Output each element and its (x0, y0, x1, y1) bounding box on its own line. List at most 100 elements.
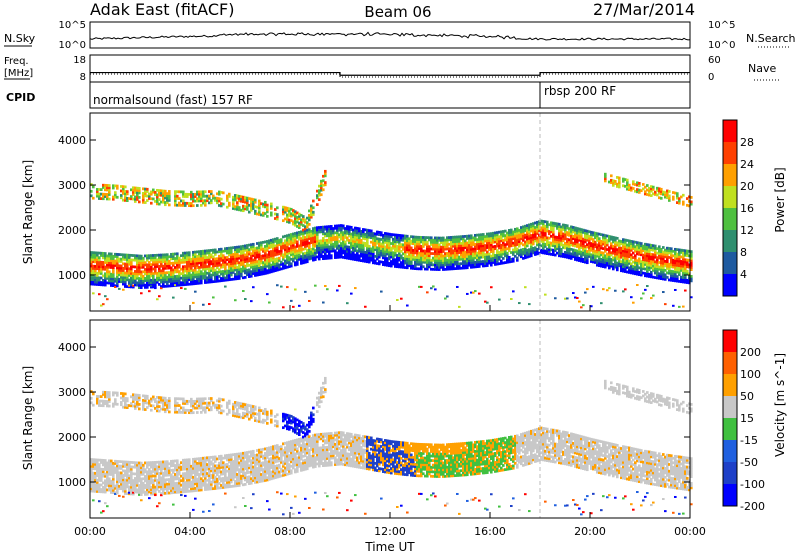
power-cell (296, 218, 299, 222)
power-cell (312, 251, 315, 255)
velocity-cell (94, 478, 97, 482)
power-cell (424, 240, 427, 244)
velocity-cell (134, 479, 137, 483)
power-cell (504, 238, 507, 242)
velocity-cell (124, 460, 127, 464)
power-cell (682, 280, 685, 284)
velocity-cell (102, 468, 105, 471)
power-cell (94, 264, 97, 268)
power-cell (134, 254, 137, 258)
power-cell (242, 290, 245, 293)
power-cell (344, 227, 347, 230)
power-cell (248, 243, 251, 247)
power-cell (436, 256, 439, 260)
power-cell (512, 290, 515, 293)
power-cell (136, 265, 139, 269)
power-cell (316, 246, 319, 250)
power-cell (190, 193, 193, 196)
power-cell (612, 265, 615, 269)
power-cell (116, 257, 119, 261)
power-cell (258, 268, 261, 272)
power-cell (192, 273, 195, 277)
power-cell (252, 200, 255, 204)
power-cell (374, 239, 377, 243)
power-cell (666, 191, 669, 195)
freq-label-line1: Freq. (4, 56, 29, 67)
power-cell (126, 190, 129, 193)
power-cell (212, 255, 215, 259)
power-cell (538, 229, 541, 233)
power-cell (556, 236, 559, 239)
power-cell (528, 237, 531, 240)
power-cell (236, 268, 239, 272)
power-cell (548, 252, 551, 256)
power-cell (524, 224, 527, 228)
power-cell (606, 259, 609, 263)
power-cell (658, 267, 661, 271)
power-cell (184, 278, 187, 282)
power-cell (208, 267, 211, 270)
power-cell (404, 241, 407, 245)
power-cell (324, 252, 327, 256)
power-cell (380, 249, 383, 253)
power-cell (584, 256, 587, 260)
power-cell (106, 195, 109, 199)
velocity-cell (90, 473, 93, 477)
power-cell (230, 255, 233, 259)
power-cell (244, 246, 247, 250)
power-cell (468, 239, 471, 242)
velocity-cell (124, 406, 127, 409)
power-cell (434, 261, 437, 265)
power-cell (236, 252, 239, 256)
power-cell (346, 249, 349, 253)
power-cell (288, 214, 291, 217)
power-cell (470, 241, 473, 244)
power-cell (184, 287, 187, 290)
power-cell (628, 271, 631, 274)
power-cell (634, 254, 637, 258)
power-cell (198, 195, 201, 198)
power-cell (446, 265, 449, 269)
power-cell (386, 243, 389, 247)
power-cell (500, 239, 503, 243)
power-cell (514, 245, 517, 249)
power-cell (670, 269, 673, 273)
power-cell (418, 258, 421, 262)
power-cell (618, 250, 621, 254)
power-cell (312, 210, 315, 214)
power-cell (226, 251, 229, 255)
power-cell (616, 257, 619, 260)
power-cell (106, 259, 109, 262)
velocity-cell (134, 463, 137, 467)
velocity-cell (122, 478, 125, 482)
power-cell (654, 264, 657, 268)
power-cell (240, 245, 243, 249)
power-cell (656, 247, 659, 251)
power-cell (580, 243, 583, 247)
power-cell (420, 236, 423, 239)
power-cell (248, 275, 251, 278)
power-cell (584, 231, 587, 235)
power-cell (156, 253, 159, 257)
power-cell (616, 263, 619, 267)
power-cell (656, 189, 659, 192)
power-cell (434, 247, 437, 251)
velocity-cell (124, 487, 127, 491)
power-cell (568, 256, 571, 260)
power-cell (398, 265, 401, 269)
velocity-cell (122, 405, 125, 409)
power-cell (244, 258, 247, 261)
power-cell (272, 251, 275, 255)
power-cell (612, 245, 615, 248)
power-cell (234, 268, 237, 272)
power-cell (214, 271, 217, 274)
power-cell (394, 249, 397, 253)
power-cell (550, 221, 553, 225)
power-cell (168, 262, 171, 265)
power-cell (296, 216, 299, 219)
power-cell (308, 250, 311, 254)
power-cell (620, 269, 623, 273)
power-cell (464, 246, 467, 250)
power-cell (390, 248, 393, 252)
power-cell (424, 267, 427, 271)
